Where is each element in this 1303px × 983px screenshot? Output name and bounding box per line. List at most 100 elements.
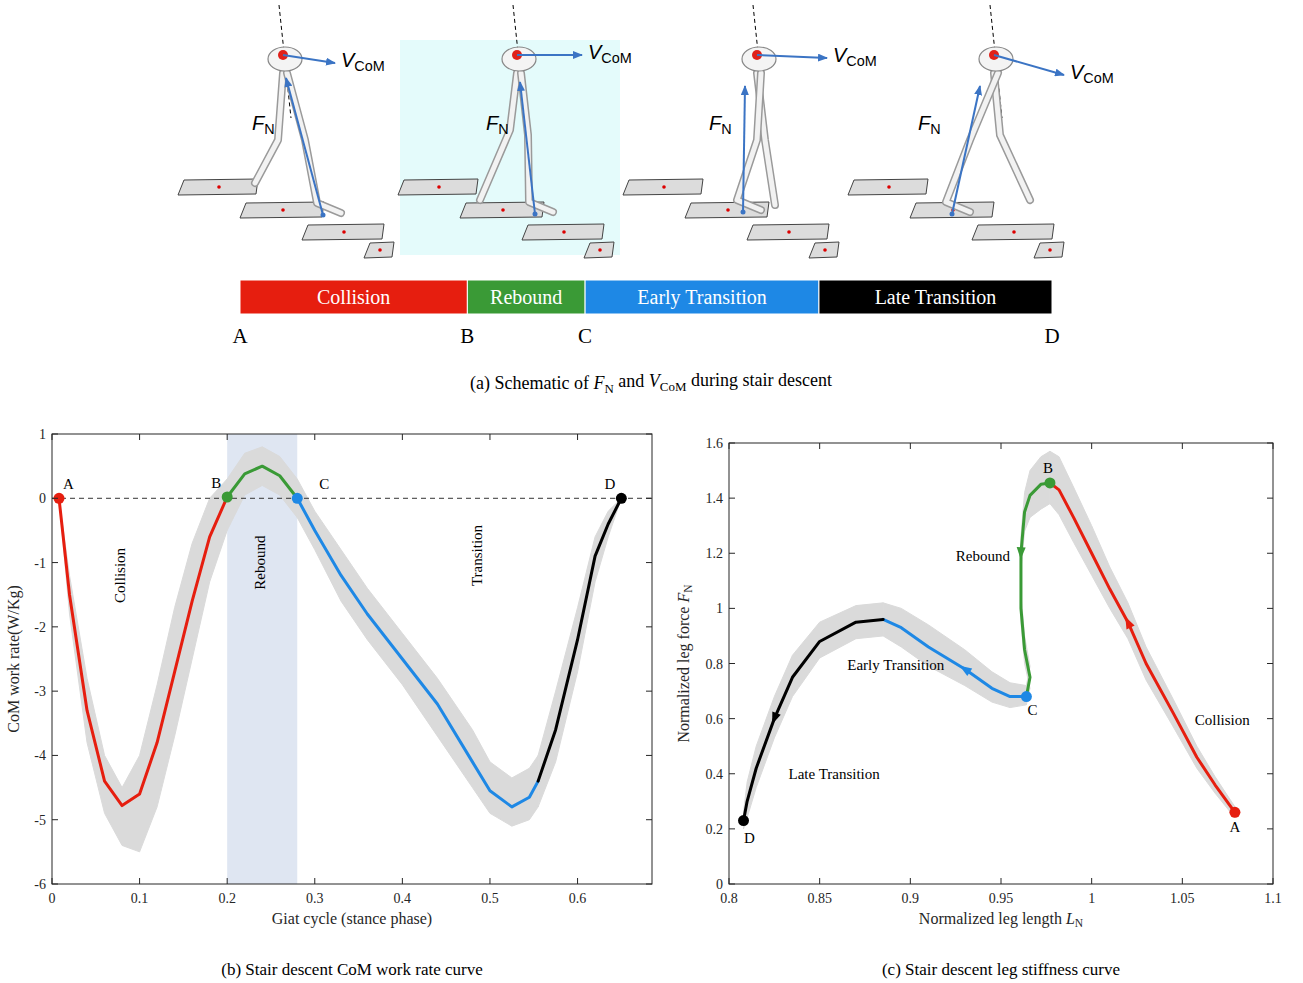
force-origin (741, 210, 746, 215)
phase-letter: A (232, 324, 248, 348)
math-subscript: N (682, 584, 694, 593)
x-tick-label: 1.1 (1264, 891, 1282, 906)
x-tick (910, 878, 911, 884)
math-symbol: L (1065, 910, 1075, 927)
y-tick (729, 498, 735, 499)
y-tick (52, 819, 58, 820)
x-tick-label: 0.2 (218, 891, 236, 906)
direction-arrow (960, 666, 973, 676)
x-tick (139, 434, 140, 440)
x-tick (1001, 443, 1002, 449)
annotation: Early Transition (847, 657, 945, 673)
deviation-band (59, 479, 227, 852)
math-subscript: N (930, 121, 940, 137)
stair-plate (848, 179, 928, 195)
point-label: A (1229, 819, 1240, 835)
stair-plate (623, 179, 703, 195)
x-tick-label: 0.4 (394, 891, 412, 906)
deviation-band (227, 447, 297, 531)
y-tick (1267, 443, 1273, 444)
phase-point (292, 493, 303, 504)
stair-plate (240, 202, 324, 218)
stair-plate (364, 242, 394, 258)
figure: VCoMFNVCoMFNVCoMFNVCoMFNCollisionRebound… (0, 0, 1303, 983)
plot-background (52, 434, 652, 884)
y-tick (646, 884, 652, 885)
phase-segment (467, 280, 585, 314)
x-tick (729, 443, 730, 449)
stair-plate (1034, 242, 1064, 258)
annotation: Late Transition (789, 766, 881, 782)
phase-point (738, 815, 749, 826)
x-tick-label: 1 (1088, 891, 1095, 906)
y-tick (1267, 663, 1273, 664)
y-tick (729, 884, 735, 885)
plate-marker (217, 185, 221, 189)
x-tick-label: 1.05 (1170, 891, 1195, 906)
y-tick (1267, 608, 1273, 609)
math-subscript: N (1075, 917, 1084, 929)
y-tick (646, 691, 652, 692)
phase-label: Rebound (490, 286, 562, 308)
x-tick (489, 878, 490, 884)
highlight-background (400, 40, 620, 255)
series-line (538, 498, 621, 781)
x-tick (402, 434, 403, 440)
direction-arrow (1125, 617, 1134, 630)
reference-line (52, 498, 652, 499)
phase-letter: C (578, 324, 592, 348)
x-tick (819, 878, 820, 884)
annotation: Rebound (252, 535, 268, 590)
direction-arrow (1017, 547, 1026, 559)
chart: 00.10.20.30.40.50.6-6-5-4-3-2-101Giat cy… (5, 427, 652, 979)
x-tick (729, 878, 730, 884)
annotation: Rebound (956, 548, 1011, 564)
y-tick-label: 0 (716, 877, 723, 892)
point-label: C (319, 476, 329, 492)
x-tick (52, 878, 53, 884)
force-label: FN (709, 112, 732, 137)
y-tick (1267, 828, 1273, 829)
x-tick (1273, 878, 1274, 884)
force-label: FN (918, 112, 941, 137)
bone-outline (946, 73, 998, 212)
frame: VCoMFN (848, 5, 1114, 258)
axes-frame (729, 443, 1273, 884)
plate-marker (726, 208, 730, 212)
plate-marker (598, 248, 602, 252)
y-tick-label: 1 (716, 601, 723, 616)
force-origin (950, 212, 955, 217)
y-tick-label: -5 (34, 813, 46, 828)
y-tick (52, 498, 58, 499)
bone-outline (994, 73, 1030, 200)
velocity-arrow (757, 55, 827, 58)
phase-label: Collision (317, 286, 390, 308)
y-tick (729, 773, 735, 774)
plate-marker (562, 230, 566, 234)
phase-segment (240, 280, 467, 314)
y-tick (729, 718, 735, 719)
y-tick (1267, 884, 1273, 885)
series-line (1050, 483, 1235, 812)
deviation-band (1050, 451, 1235, 818)
x-tick (139, 878, 140, 884)
x-tick (1091, 443, 1092, 449)
velocity-label: VCoM (588, 41, 632, 66)
x-tick-label: 0.95 (989, 891, 1014, 906)
caption: (b) Stair descent CoM work rate curve (221, 960, 483, 979)
force-arrow (952, 86, 980, 214)
math-subscript: CoM (1083, 70, 1113, 86)
y-tick (52, 755, 58, 756)
plate-marker (1048, 248, 1052, 252)
point-label: C (1027, 702, 1037, 718)
math-subscript: CoM (846, 53, 876, 69)
velocity-label: VCoM (833, 44, 877, 69)
y-tick (1267, 773, 1273, 774)
x-tick (489, 434, 490, 440)
plot-area (738, 451, 1240, 829)
phase-point (616, 493, 627, 504)
plate-marker (1012, 230, 1016, 234)
y-tick-label: 0.6 (706, 712, 724, 727)
x-tick-label: 0 (49, 891, 56, 906)
y-tick (1267, 718, 1273, 719)
